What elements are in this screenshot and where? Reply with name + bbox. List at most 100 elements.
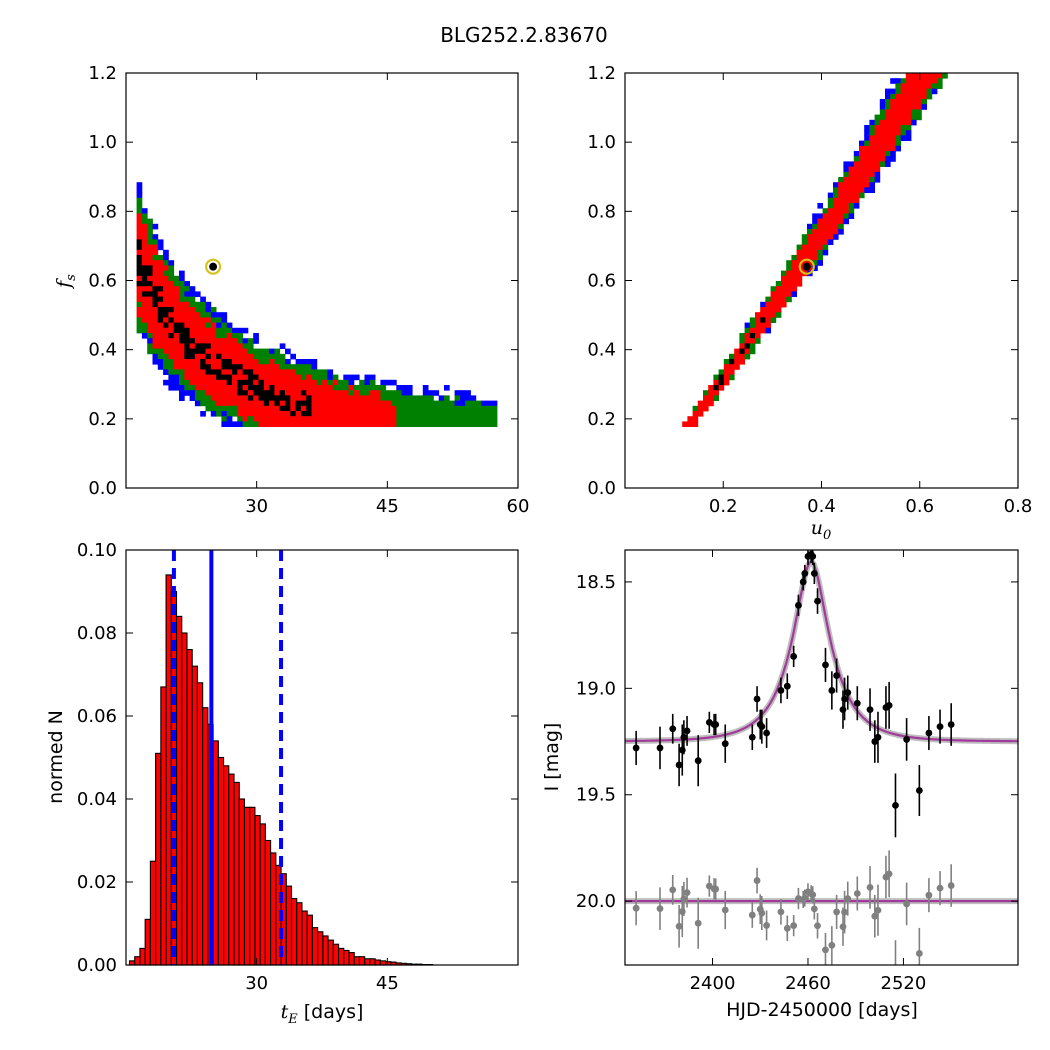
- map-cell: [786, 260, 792, 266]
- map-cell: [380, 400, 387, 407]
- map-cell: [247, 416, 254, 422]
- map-cell: [864, 177, 870, 183]
- map-cell: [279, 359, 286, 365]
- map-cell: [147, 223, 153, 230]
- map-cell: [258, 348, 265, 355]
- map-cell: [157, 281, 164, 287]
- map-cell: [869, 145, 875, 152]
- residual-point: [866, 883, 874, 891]
- y-tick-label: 0.6: [88, 271, 117, 292]
- map-cell: [817, 213, 823, 219]
- map-cell: [279, 395, 286, 401]
- residual-point: [763, 922, 771, 929]
- map-cell: [216, 411, 222, 417]
- map-cell: [152, 275, 159, 282]
- residual-point: [871, 912, 879, 920]
- map-cell: [200, 338, 206, 344]
- map-cell: [703, 395, 709, 401]
- map-cell: [232, 379, 238, 386]
- residual-point: [833, 908, 841, 916]
- map-cell: [375, 395, 381, 401]
- map-cell: [869, 171, 875, 178]
- map-cell: [459, 390, 466, 396]
- map-cell: [864, 161, 870, 167]
- map-cell: [141, 291, 148, 297]
- map-cell: [136, 234, 143, 240]
- map-cell: [311, 385, 318, 391]
- best-fit-point: [209, 262, 218, 271]
- map-cell: [295, 400, 302, 407]
- map-cell: [327, 369, 334, 375]
- map-cell: [444, 385, 450, 391]
- map-cell: [147, 301, 153, 308]
- map-cell: [322, 411, 328, 417]
- map-cell: [916, 73, 922, 79]
- map-cell: [157, 270, 164, 277]
- map-cell: [327, 416, 334, 422]
- map-cell: [205, 348, 212, 355]
- map-cell: [136, 322, 143, 329]
- map-cell: [157, 322, 164, 329]
- map-cell: [147, 322, 153, 329]
- map-cell: [210, 374, 217, 381]
- best-fit-ring: [205, 258, 222, 275]
- map-cell: [311, 421, 318, 427]
- map-cell: [781, 296, 787, 303]
- map-cell: [481, 400, 487, 407]
- map-cell: [152, 291, 159, 297]
- map-cell: [396, 390, 402, 396]
- map-cell: [905, 119, 912, 126]
- map-cell: [157, 265, 164, 271]
- map-cell: [189, 333, 196, 339]
- map-cell: [396, 400, 402, 407]
- map-cell: [391, 411, 397, 417]
- map-cell: [290, 405, 296, 412]
- map-cell: [812, 260, 818, 266]
- map-cell: [755, 322, 761, 329]
- map-cell: [136, 182, 143, 188]
- map-cell: [459, 411, 466, 417]
- map-cell: [739, 348, 745, 355]
- map-cell: [348, 416, 355, 422]
- map-cell: [879, 99, 886, 105]
- map-cell: [729, 364, 735, 370]
- map-cell: [237, 369, 243, 375]
- map-cell: [210, 405, 217, 412]
- map-cell: [184, 317, 190, 323]
- map-cell: [216, 312, 222, 318]
- map-cell: [253, 374, 259, 381]
- map-cell: [210, 385, 217, 391]
- map-cell: [353, 411, 360, 417]
- map-cell: [316, 405, 323, 412]
- map-cell: [470, 421, 477, 427]
- map-cell: [890, 140, 896, 147]
- map-cell: [697, 400, 704, 407]
- map-cell: [247, 369, 254, 375]
- map-cell: [136, 270, 143, 277]
- map-cell: [380, 385, 387, 391]
- map-cell: [353, 400, 360, 407]
- residual-point: [810, 905, 818, 913]
- map-cell: [232, 359, 238, 365]
- map-cell: [247, 348, 254, 355]
- map-cell: [163, 296, 169, 303]
- map-cell: [475, 421, 482, 427]
- map-cell: [890, 130, 896, 136]
- map-cell: [348, 390, 355, 396]
- map-cell: [396, 411, 402, 417]
- map-cell: [269, 400, 275, 407]
- data-point: [683, 727, 691, 735]
- map-cell: [168, 364, 175, 370]
- data-point: [801, 570, 809, 577]
- map-cell: [916, 114, 922, 121]
- map-cell: [152, 312, 159, 318]
- map-cell: [364, 385, 371, 391]
- map-cell: [838, 223, 844, 230]
- map-cell: [253, 390, 259, 396]
- map-cell: [911, 83, 917, 89]
- map-cell: [269, 416, 275, 422]
- map-cell: [216, 359, 222, 365]
- map-cell: [189, 379, 196, 386]
- map-cell: [141, 317, 148, 323]
- map-cell: [210, 369, 217, 375]
